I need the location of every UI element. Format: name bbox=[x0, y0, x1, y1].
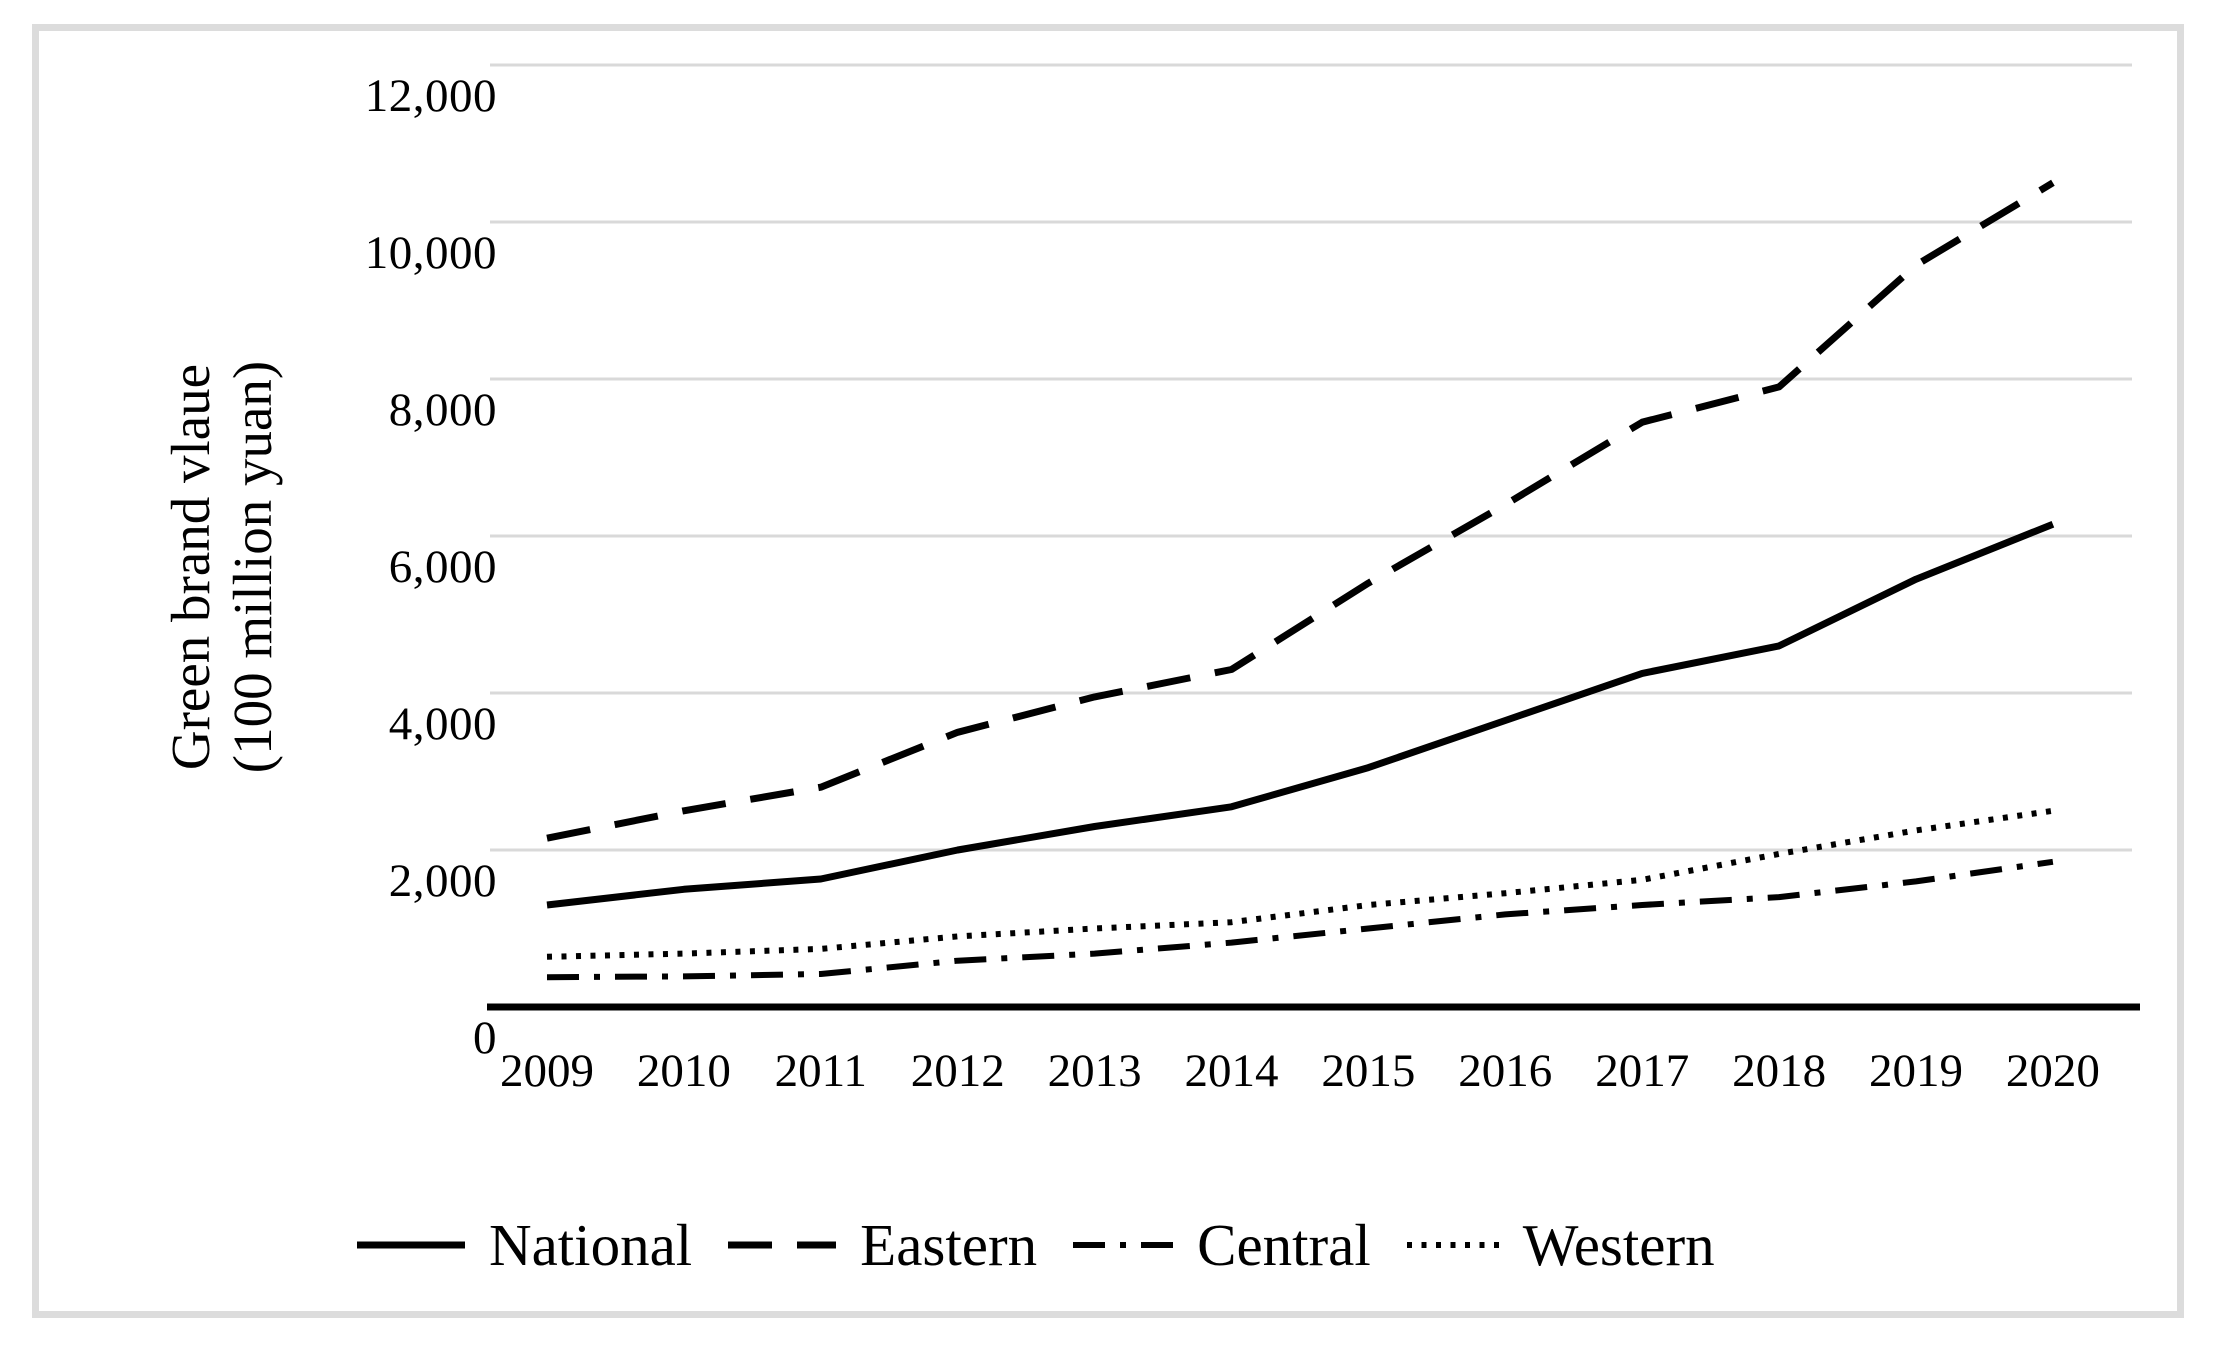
legend-sample-dotted-line bbox=[1406, 1242, 1499, 1248]
legend-sample-dashed-line bbox=[728, 1241, 837, 1249]
x-tick-label: 2016 bbox=[1458, 1045, 1553, 1097]
x-tick-label: 2013 bbox=[1047, 1045, 1142, 1097]
x-tick-label: 2010 bbox=[636, 1045, 731, 1097]
y-tick-label: 12,000 bbox=[364, 70, 497, 122]
x-tick-label: 2014 bbox=[1184, 1045, 1279, 1097]
legend-label: National bbox=[489, 1212, 693, 1278]
legend: National Eastern Central Western bbox=[355, 1209, 1715, 1281]
legend-item-western: Western bbox=[1405, 1212, 1715, 1278]
x-tick-label: 2019 bbox=[1869, 1045, 1963, 1097]
y-tick-label: 4,000 bbox=[388, 698, 497, 750]
x-tick-label: 2020 bbox=[2005, 1045, 2100, 1097]
legend-sample-dashdot-line bbox=[1073, 1242, 1174, 1248]
y-tick-label: 0 bbox=[473, 1012, 497, 1064]
y-tick-label: 6,000 bbox=[388, 541, 497, 593]
x-tick-label: 2017 bbox=[1595, 1045, 1690, 1097]
series-line-national bbox=[546, 520, 2055, 909]
legend-label: Eastern bbox=[860, 1212, 1038, 1278]
legend-label: Central bbox=[1197, 1212, 1371, 1278]
x-tick-label: 2009 bbox=[500, 1045, 594, 1097]
x-tick-label: 2015 bbox=[1321, 1045, 1416, 1097]
y-tick-label: 8,000 bbox=[388, 384, 497, 436]
x-tick-label: 2011 bbox=[774, 1045, 867, 1097]
y-tick-label: 10,000 bbox=[364, 227, 497, 279]
y-tick-label: 2,000 bbox=[388, 855, 497, 907]
x-tick-label: 2012 bbox=[910, 1045, 1005, 1097]
x-tick-label: 2018 bbox=[1732, 1045, 1827, 1097]
legend-sample-solid-line bbox=[357, 1241, 465, 1249]
series-line-western bbox=[546, 807, 2054, 960]
legend-item-eastern: Eastern bbox=[726, 1212, 1037, 1278]
series-line-central bbox=[546, 858, 2054, 981]
series-line-eastern bbox=[546, 179, 2055, 842]
chart-frame: Green brand vlaue (100 million yuan) Nat… bbox=[32, 24, 2184, 1318]
legend-label: Western bbox=[1522, 1212, 1715, 1278]
legend-item-national: National bbox=[355, 1212, 692, 1278]
legend-item-central: Central bbox=[1071, 1212, 1371, 1278]
